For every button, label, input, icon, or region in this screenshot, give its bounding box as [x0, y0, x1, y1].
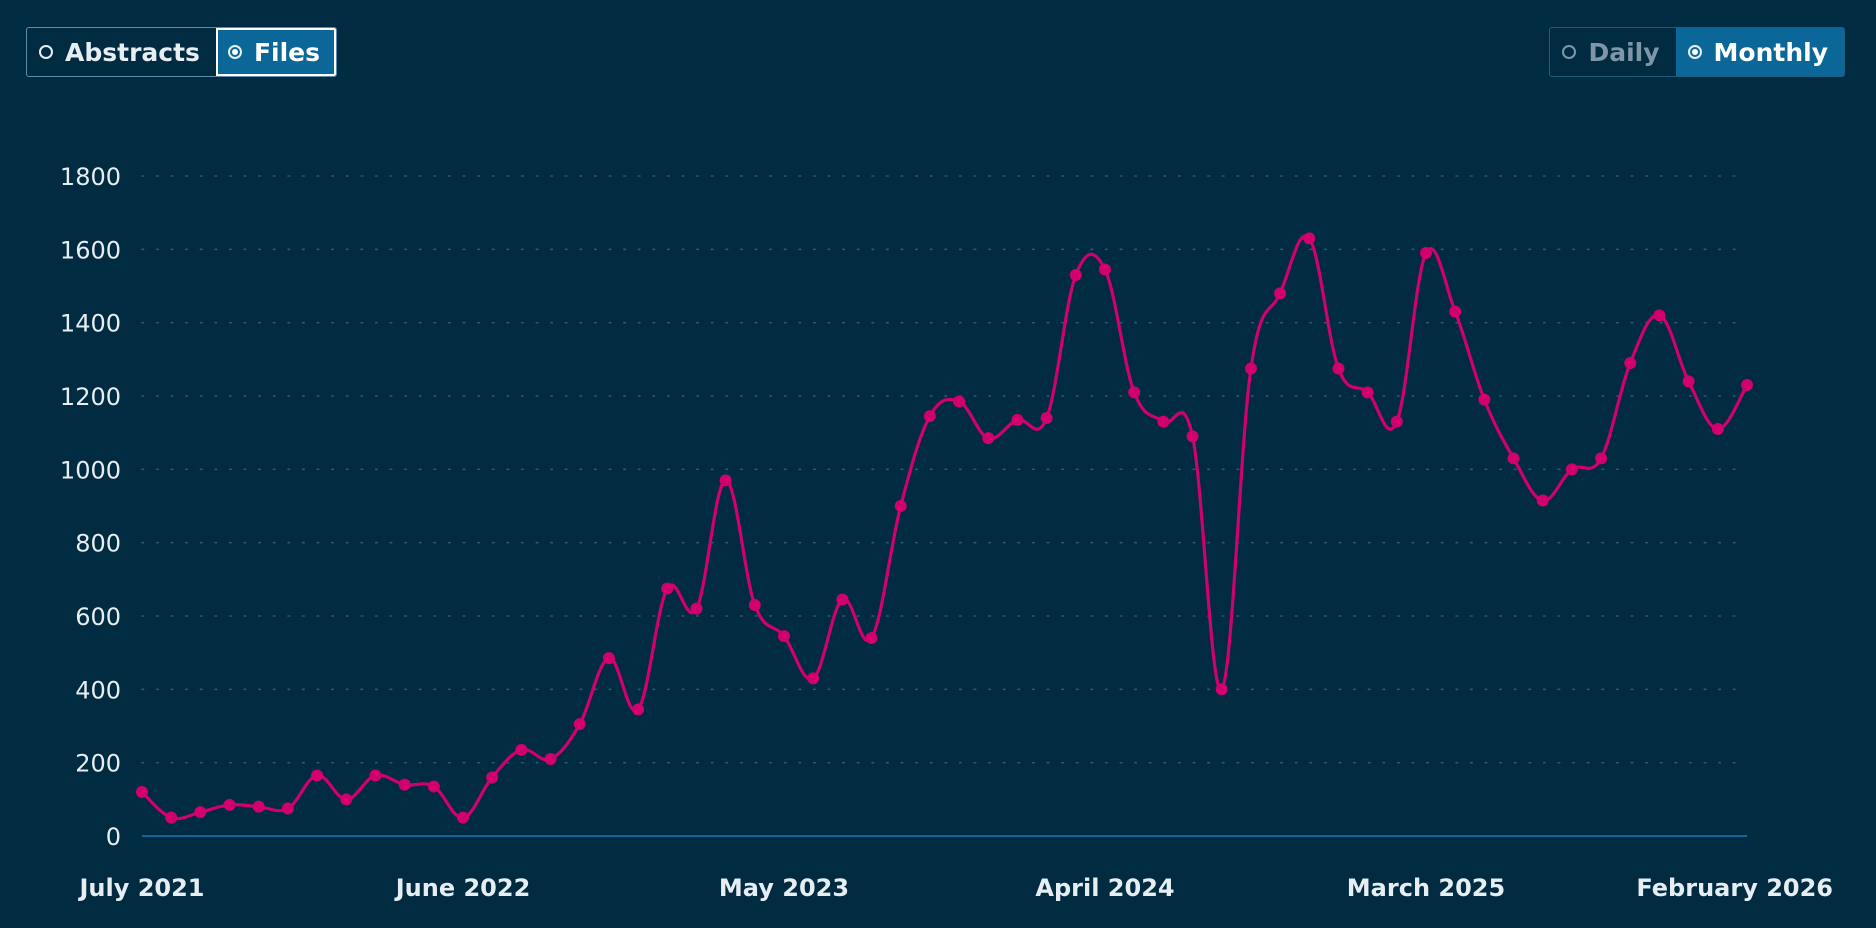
x-tick-label: March 2025 — [1347, 874, 1505, 902]
radio-selected-icon — [227, 45, 242, 59]
data-point — [602, 652, 615, 665]
x-tick-label: June 2022 — [394, 874, 531, 902]
data-point — [340, 793, 353, 806]
data-point — [252, 800, 265, 813]
y-tick-label: 1600 — [60, 236, 121, 264]
x-tick-label: February 2026 — [1636, 874, 1833, 902]
data-point — [281, 802, 294, 815]
y-tick-label: 1800 — [60, 163, 121, 191]
data-point — [690, 602, 703, 615]
data-point — [1157, 415, 1170, 428]
data-point — [165, 811, 178, 824]
data-point — [457, 811, 469, 824]
data-point — [515, 743, 528, 756]
data-point — [1595, 452, 1608, 465]
data-point — [1449, 305, 1462, 318]
y-tick-label: 200 — [75, 750, 121, 778]
y-tick-label: 1200 — [60, 383, 121, 411]
content-type-toggle: Abstracts Files — [26, 27, 337, 77]
data-point — [719, 474, 732, 487]
x-tick-label: April 2024 — [1035, 874, 1174, 902]
data-point — [1478, 393, 1491, 406]
data-point — [1099, 263, 1111, 276]
abstracts-label: Abstracts — [65, 37, 200, 67]
files-label: Files — [253, 37, 320, 67]
data-point — [894, 500, 907, 512]
data-point — [1303, 232, 1316, 245]
data-point — [544, 753, 557, 765]
data-point — [1040, 412, 1053, 424]
y-tick-label: 400 — [75, 676, 121, 704]
data-point — [1186, 430, 1199, 443]
daily-label: Daily — [1588, 37, 1660, 67]
y-tick-label: 1400 — [60, 310, 121, 338]
data-point — [661, 582, 674, 595]
data-point — [778, 630, 790, 643]
data-point — [1332, 362, 1345, 375]
radio-icon — [39, 45, 53, 59]
monthly-label: Monthly — [1713, 37, 1828, 67]
data-point — [1011, 413, 1024, 426]
data-point — [1653, 309, 1666, 322]
radio-icon — [1562, 45, 1577, 59]
data-point — [865, 632, 878, 644]
data-point — [1711, 423, 1724, 435]
data-point — [1361, 386, 1374, 399]
y-tick-label: 600 — [75, 603, 121, 631]
data-point — [953, 395, 966, 408]
data-point — [427, 780, 440, 793]
y-tick-label: 800 — [75, 530, 121, 558]
data-point — [1507, 452, 1520, 465]
data-point — [807, 672, 820, 685]
data-point — [369, 769, 382, 782]
data-point — [982, 432, 995, 445]
x-tick-label: May 2023 — [719, 874, 849, 902]
data-point — [748, 599, 761, 611]
data-point — [1682, 375, 1695, 388]
files-toggle-button[interactable]: Files — [215, 28, 336, 76]
data-point — [1420, 247, 1432, 259]
y-tick-label: 1000 — [60, 456, 121, 484]
x-tick-label: July 2021 — [77, 874, 204, 902]
data-point — [194, 806, 207, 819]
data-point — [836, 593, 849, 606]
data-point — [223, 798, 236, 811]
data-point — [573, 718, 586, 731]
data-point — [1215, 683, 1228, 696]
data-point — [136, 786, 148, 798]
daily-toggle-button[interactable]: Daily — [1550, 28, 1675, 76]
y-tick-label: 0 — [106, 823, 121, 851]
data-point — [1128, 386, 1141, 399]
data-point — [1390, 415, 1403, 428]
radio-selected-icon — [1687, 45, 1702, 59]
abstracts-toggle-button[interactable]: Abstracts — [27, 28, 216, 76]
data-point — [1274, 287, 1287, 300]
data-point — [632, 703, 645, 716]
data-point — [311, 769, 324, 782]
period-toggle: Daily Monthly — [1549, 27, 1845, 77]
data-point — [1536, 494, 1549, 507]
data-point — [1244, 362, 1257, 375]
data-point — [1565, 463, 1578, 476]
data-point — [923, 410, 936, 423]
monthly-toggle-button[interactable]: Monthly — [1675, 28, 1844, 76]
data-point — [1741, 379, 1753, 391]
data-point — [398, 778, 411, 791]
data-point — [486, 771, 499, 784]
data-point — [1624, 357, 1637, 369]
data-point — [1069, 269, 1082, 281]
